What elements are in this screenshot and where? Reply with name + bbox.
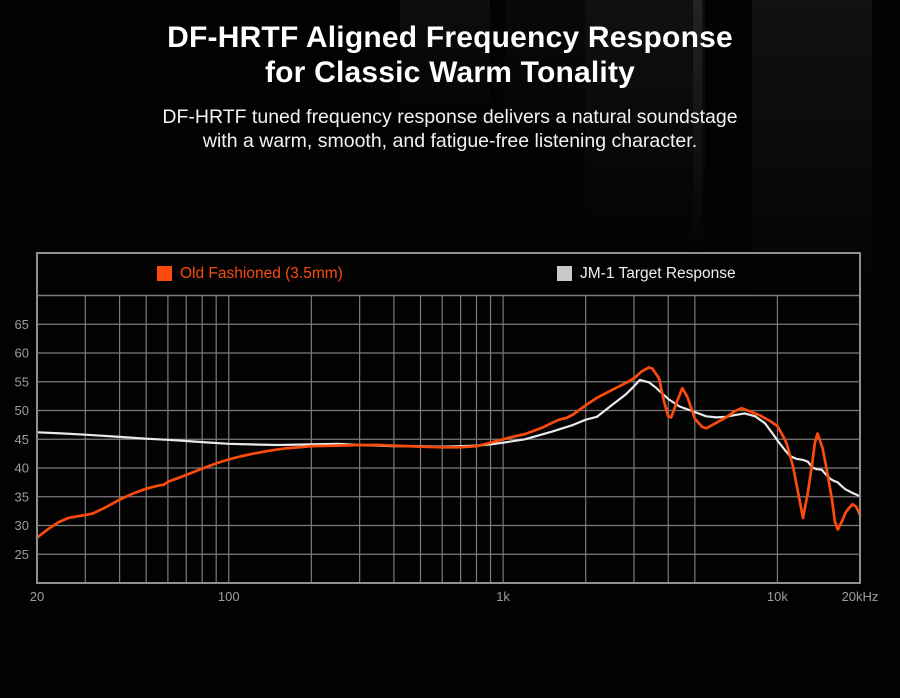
- page-title-line2: for Classic Warm Tonality: [264, 56, 636, 89]
- legend-label-old-fashioned: Old Fashioned (3.5mm): [180, 264, 343, 282]
- frequency-response-chart: 65 60 55 50 45 40 35 30 25 20 100 1k 10k 20kHz Old Fa…: [15, 252, 878, 604]
- y-axis-tick-label: 25: [15, 547, 29, 562]
- x-axis-tick-label: 100: [218, 589, 240, 604]
- legend-swatch-old-fashioned: [157, 266, 172, 281]
- page-subtitle-line1: DF-HRTF tuned frequency response deliver…: [162, 106, 738, 128]
- y-axis-tick-label: 40: [15, 461, 29, 476]
- header: DF-HRTF Aligned Frequency Response for C…: [0, 20, 900, 153]
- y-axis-tick-label: 30: [15, 518, 29, 533]
- page-subtitle: DF-HRTF tuned frequency response deliver…: [0, 105, 900, 153]
- legend-label-jm1-target: JM-1 Target Response: [580, 264, 736, 282]
- y-axis-tick-label: 65: [15, 317, 29, 332]
- series-line-old-fashioned-3-5mm: [35, 366, 862, 539]
- y-axis-tick-label: 50: [15, 403, 29, 418]
- x-axis-tick-label: 20kHz: [842, 589, 879, 604]
- x-axis-tick-label: 20: [30, 589, 44, 604]
- legend-item-jm1-target: JM-1 Target Response: [557, 252, 736, 295]
- chart-frame: [36, 252, 861, 584]
- legend-item-old-fashioned: Old Fashioned (3.5mm): [157, 252, 343, 295]
- page-title: DF-HRTF Aligned Frequency Response for C…: [0, 20, 900, 90]
- page-title-line1: DF-HRTF Aligned Frequency Response: [167, 21, 733, 54]
- plot-background: [37, 253, 860, 583]
- frequency-response-plot: 65 60 55 50 45 40 35 30 25 20 100 1k 10k 20kHz: [15, 252, 878, 604]
- y-axis-tick-label: 35: [15, 489, 29, 504]
- page-subtitle-line2: with a warm, smooth, and fatigue-free li…: [202, 130, 698, 152]
- x-axis-tick-label: 10k: [767, 589, 788, 604]
- series-line-jm-1-target-response: [35, 378, 862, 498]
- y-axis-tick-label: 55: [15, 374, 29, 389]
- legend-swatch-jm1-target: [557, 266, 572, 281]
- y-axis-tick-label: 45: [15, 432, 29, 447]
- y-axis-tick-label: 60: [15, 346, 29, 361]
- x-axis-tick-label: 1k: [496, 589, 510, 604]
